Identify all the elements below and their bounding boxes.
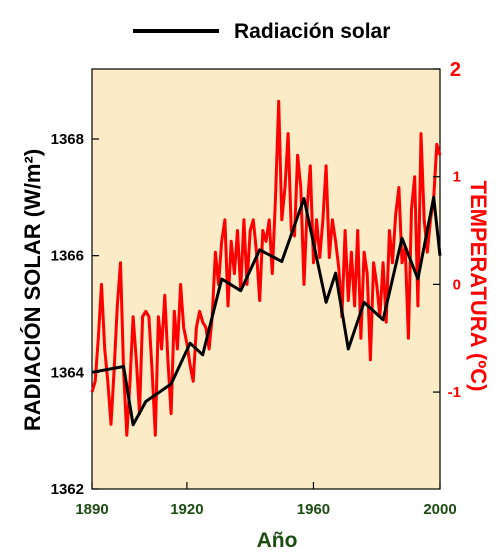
y-left-tick-label: 1366 bbox=[51, 248, 84, 265]
x-tick-label: 1890 bbox=[75, 501, 108, 518]
y-right-tick-label: 2 bbox=[450, 59, 461, 81]
x-tick-label: 2000 bbox=[423, 501, 456, 518]
x-tick-label: 1920 bbox=[170, 501, 203, 518]
y-left-tick-label: 1364 bbox=[51, 364, 85, 381]
y-right-axis-title: TEMPERATURA (ºC) bbox=[466, 181, 491, 392]
y-left-tick-label: 1368 bbox=[51, 131, 84, 148]
series-line-temperature bbox=[90, 99, 442, 437]
y-left-axis-title: RADIACIÓN SOLAR (W/m²) bbox=[20, 149, 45, 431]
y-left-tick-label: 1362 bbox=[51, 481, 84, 498]
series-line-solar bbox=[91, 195, 442, 427]
marks-layer: 1362 1364 1366 1368 -1 0 1 2 1890 1920 1960 2000 bbox=[51, 59, 461, 518]
y-right-tick-label: 0 bbox=[453, 276, 461, 293]
y-right-tick-label: -1 bbox=[448, 384, 461, 401]
legend-label-solar: Radiación solar bbox=[234, 20, 390, 43]
y-right-tick-label: 1 bbox=[453, 169, 461, 186]
x-axis-title: Año bbox=[257, 529, 298, 552]
x-tick-label: 1960 bbox=[297, 501, 330, 518]
